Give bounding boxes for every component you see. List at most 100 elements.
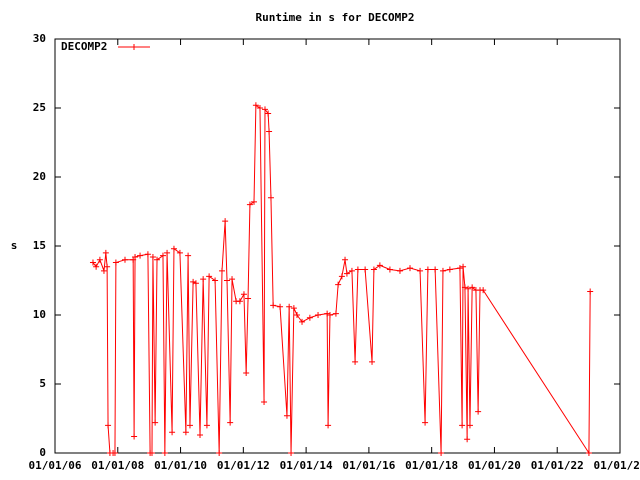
point-marker [236,298,243,305]
point-marker [137,252,144,259]
point-marker [469,284,476,291]
y-tick-label: 25 [33,101,46,114]
point-marker [475,408,482,415]
point-marker [148,450,155,456]
point-marker [460,263,467,270]
point-marker [456,265,463,272]
point-marker [342,256,349,263]
point-marker [216,450,223,456]
point-marker [227,419,234,426]
point-marker [286,303,293,310]
point-marker [369,358,376,365]
point-marker [131,433,138,440]
point-marker [212,277,219,284]
point-marker [240,291,247,298]
point-marker [267,194,274,201]
x-tick-label: 01/01/12 [217,459,270,472]
point-marker [192,280,199,287]
point-marker [222,218,229,225]
point-marker [315,312,322,318]
point-marker [251,198,258,205]
point-marker [354,266,361,273]
point-marker [459,422,466,429]
x-tick-label: 01/01/18 [405,459,458,472]
point-marker [424,266,431,273]
x-tick-label: 01/01/24 [594,459,640,472]
point-marker [182,429,189,436]
point-marker [105,422,112,429]
point-marker [144,251,151,258]
x-tick-label: 01/01/14 [280,459,333,472]
point-marker [218,267,225,274]
point-marker [169,429,176,436]
point-marker [294,312,301,318]
point-marker [332,310,339,317]
point-marker [325,422,332,429]
point-marker [206,273,213,280]
point-marker [132,254,139,261]
point-marker [203,422,210,429]
point-marker [197,432,204,439]
point-marker [352,358,359,365]
point-marker [386,266,393,273]
point-marker [335,281,342,288]
x-tick-label: 01/01/22 [531,459,584,472]
point-marker [324,310,331,317]
point-marker [587,288,594,295]
point-marker [270,302,277,309]
point-marker [290,305,297,312]
point-marker [224,277,231,284]
point-marker [299,318,306,325]
point-marker [159,252,166,259]
point-marker [170,245,177,252]
point-marker [261,106,268,113]
point-marker [338,273,345,280]
point-marker [252,102,259,109]
point-marker [464,436,471,443]
point-marker [288,450,295,456]
point-marker [243,369,250,376]
point-marker [246,201,253,208]
point-marker [89,259,96,266]
point-marker [152,419,159,426]
point-marker [261,398,268,405]
point-marker [112,259,119,266]
point-marker [370,266,377,273]
point-marker [154,256,161,263]
point-marker [446,266,453,273]
y-tick-label: 30 [33,32,46,45]
point-marker [362,266,369,273]
point-marker [466,422,473,429]
point-marker [102,249,109,256]
point-marker [200,276,207,283]
point-marker [277,303,284,310]
point-marker [111,450,118,456]
point-marker [417,267,424,274]
y-tick-label: 10 [33,308,46,321]
point-marker [480,287,487,294]
point-marker [176,249,183,256]
point-marker [343,270,350,277]
point-marker [121,256,128,263]
point-marker [407,265,414,272]
point-marker [164,249,171,256]
point-marker [396,267,403,274]
point-marker [432,266,439,273]
point-marker [422,419,429,426]
point-marker [185,252,192,259]
point-marker [190,278,197,285]
point-marker [306,314,313,321]
point-marker [245,295,252,302]
plot-border [54,38,621,454]
point-marker [585,450,592,456]
point-marker [326,312,333,318]
point-marker [439,267,446,274]
x-tick-label: 01/01/10 [154,459,207,472]
point-marker [186,422,193,429]
y-axis-label: s [11,239,18,252]
point-marker [265,110,272,117]
point-marker [100,267,107,274]
point-marker [438,450,445,456]
